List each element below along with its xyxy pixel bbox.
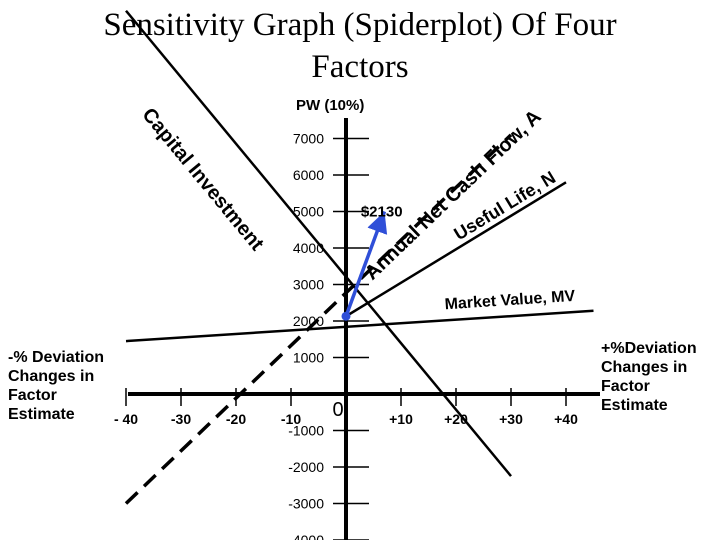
chart-title-line1: Sensitivity Graph (Spiderplot) Of Four	[103, 7, 617, 43]
series-line	[125, 9, 512, 477]
y-axis-label: PW (10%)	[296, 97, 364, 114]
right-caption-line: Estimate	[601, 397, 668, 414]
series-line	[345, 181, 567, 318]
series-name-label: Capital Investment	[138, 104, 269, 255]
y-tick-label: 2000	[293, 313, 324, 329]
x-tick-label: +20	[444, 411, 468, 427]
series-line	[125, 309, 594, 343]
y-tick-label: 5000	[293, 204, 324, 220]
right-axis-caption: +%Deviation Changes in Factor Estimate	[601, 339, 697, 415]
chart-title: Sensitivity Graph (Spiderplot) Of Four F…	[0, 4, 720, 88]
series-line	[124, 133, 513, 505]
intersection-point	[341, 311, 351, 321]
y-tick-label: -3000	[288, 496, 324, 512]
y-tick-label: 3000	[293, 277, 324, 293]
annotation-arrow	[344, 210, 388, 317]
y-tick-label: 7000	[293, 131, 324, 147]
right-caption-line: +%Deviation	[601, 340, 697, 357]
left-axis-caption: -% Deviation Changes in Factor Estimate	[8, 348, 104, 424]
x-tick-label: - 40	[114, 411, 138, 427]
left-caption-line: Estimate	[8, 406, 75, 423]
right-caption-line: Factor	[601, 378, 650, 395]
left-caption-line: Factor	[8, 387, 57, 404]
chart-title-line2: Factors	[311, 49, 409, 85]
y-tick-label: -4000	[288, 532, 324, 540]
left-caption-line: Changes in	[8, 368, 95, 385]
series-name-label: Market Value, MV	[444, 288, 576, 313]
right-caption-line: Changes in	[601, 359, 688, 376]
y-tick-label: -1000	[288, 423, 324, 439]
y-tick-label: 4000	[293, 240, 324, 256]
x-tick-label-origin: 0	[332, 399, 343, 421]
x-tick-label: +40	[554, 411, 578, 427]
x-tick-label: -20	[226, 411, 246, 427]
annotation-label: $2130	[361, 204, 403, 221]
x-tick-label: +30	[499, 411, 523, 427]
left-caption-line: -% Deviation	[8, 349, 105, 366]
y-tick-label: 6000	[293, 167, 324, 183]
x-tick-label: -30	[171, 411, 191, 427]
x-tick-label: -10	[281, 411, 301, 427]
y-tick-label: -2000	[288, 459, 324, 475]
y-tick-label: 1000	[293, 350, 324, 366]
x-tick-label: +10	[389, 411, 413, 427]
